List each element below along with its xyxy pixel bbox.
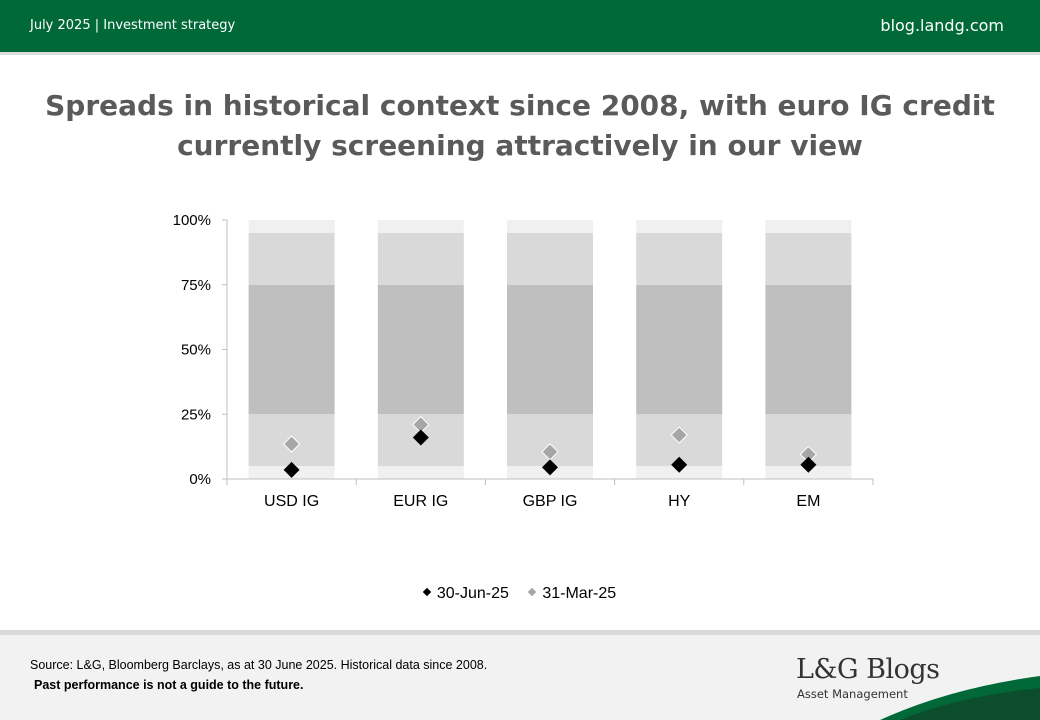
chart-area: 0% 25% 50% 75% 100% USD IG EUR IG GBP IG HY EM xyxy=(173,212,874,510)
legend-label-30-jun-25: 30-Jun-25 xyxy=(436,585,509,602)
brand-swoosh xyxy=(880,676,1040,720)
x-tick-label-eur-ig: EUR IG xyxy=(393,493,448,510)
source-note: Source: L&G, Bloomberg Barclays, as at 3… xyxy=(30,658,488,672)
legend-marker-30-jun-25 xyxy=(422,587,432,597)
chart-series xyxy=(282,415,818,478)
band-eur-ig-25-75 xyxy=(377,284,464,415)
band-hy-95-100 xyxy=(636,220,723,233)
x-tick-label-em: EM xyxy=(796,493,820,510)
header-bar: July 2025 | Investment strategy blog.lan… xyxy=(0,0,1040,52)
x-tick-label-usd-ig: USD IG xyxy=(264,493,319,510)
band-gbp-ig-75-95 xyxy=(507,232,593,285)
legend-label-31-mar-25: 31-Mar-25 xyxy=(542,585,617,602)
point-30-jun-25-eur-ig xyxy=(412,429,429,446)
page-title: Spreads in historical context since 2008… xyxy=(45,89,995,162)
y-tick-label-50: 50% xyxy=(181,342,211,359)
chart-labels: 0% 25% 50% 75% 100% USD IG EUR IG GBP IG HY EM xyxy=(173,212,821,510)
band-em-25-75 xyxy=(765,284,852,415)
brand-logo-text: L&G Blogs xyxy=(796,654,940,685)
header-divider xyxy=(0,52,1040,55)
disclaimer-note: Past performance is not a guide to the f… xyxy=(34,678,304,692)
footer: Source: L&G, Bloomberg Barclays, as at 3… xyxy=(0,630,1040,720)
y-tick-label-25: 25% xyxy=(181,406,211,423)
brand-logo-subtitle: Asset Management xyxy=(797,687,908,701)
percentile-bands xyxy=(248,220,852,479)
band-em-95-100 xyxy=(765,220,852,233)
band-hy-25-75 xyxy=(636,284,723,415)
band-usd-ig-95-100 xyxy=(248,220,335,233)
chart-legend: 30-Jun-25 31-Mar-25 xyxy=(0,585,1040,603)
point-30-jun-25-em xyxy=(800,456,817,473)
y-tick-label-75: 75% xyxy=(181,277,211,294)
point-31-mar-25-usd-ig xyxy=(282,435,301,453)
point-30-jun-25-hy xyxy=(671,456,688,473)
point-31-mar-25-hy xyxy=(670,426,688,444)
footer-divider xyxy=(0,630,1040,635)
band-eur-ig-95-100 xyxy=(377,220,464,233)
band-usd-ig-25-75 xyxy=(248,284,335,415)
y-tick-label-0: 0% xyxy=(189,471,211,488)
legend-marker-31-mar-25 xyxy=(528,587,537,597)
header-site-link[interactable]: blog.landg.com xyxy=(880,16,1004,35)
x-tick-label-gbp-ig: GBP IG xyxy=(523,493,578,510)
point-30-jun-25-usd-ig xyxy=(283,461,300,478)
legend-item-31-mar-25: 31-Mar-25 xyxy=(528,585,617,603)
x-tick-label-hy: HY xyxy=(668,493,691,510)
band-usd-ig-75-95 xyxy=(248,232,335,285)
band-gbp-ig-95-100 xyxy=(507,220,593,233)
y-tick-label-100: 100% xyxy=(173,212,211,229)
band-em-75-95 xyxy=(765,232,852,285)
band-hy-75-95 xyxy=(636,232,723,285)
band-gbp-ig-25-75 xyxy=(507,284,593,415)
header-date-category: July 2025 | Investment strategy xyxy=(30,18,236,33)
band-eur-ig-0-5 xyxy=(377,466,464,479)
point-30-jun-25-gbp-ig xyxy=(542,459,558,476)
legend-item-30-jun-25: 30-Jun-25 xyxy=(422,585,509,603)
chart-axes xyxy=(222,219,874,485)
band-eur-ig-75-95 xyxy=(377,232,464,285)
